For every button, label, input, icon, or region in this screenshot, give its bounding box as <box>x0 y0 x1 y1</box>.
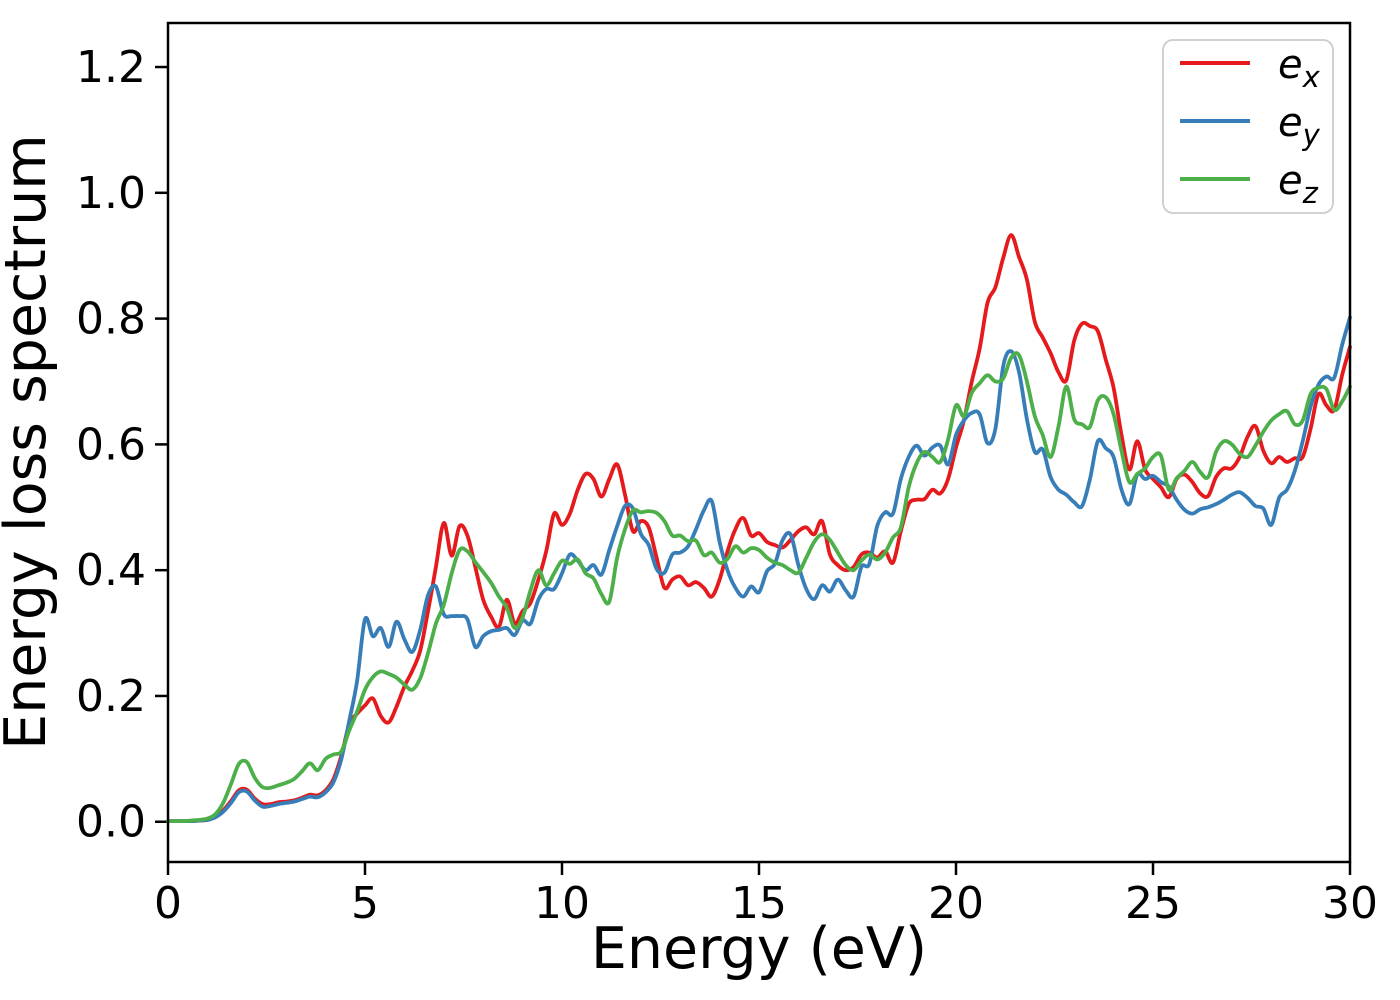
legend-label-ex: ex <box>1278 42 1321 94</box>
y-tick-label: 0.6 <box>76 419 146 470</box>
x-tick-label: 15 <box>731 878 787 929</box>
x-tick-label: 10 <box>534 878 590 929</box>
x-axis-label: Energy (eV) <box>591 916 927 982</box>
x-tick-label: 25 <box>1125 878 1181 929</box>
x-tick-label: 20 <box>928 878 984 929</box>
x-tick-label: 5 <box>351 878 379 929</box>
y-tick-label: 0.2 <box>76 671 146 722</box>
y-axis-ticks: 0.0 0.2 0.4 0.6 0.8 1.0 1.2 <box>76 42 168 848</box>
x-tick-label: 30 <box>1322 878 1378 929</box>
legend-item-ey: ey <box>1180 100 1321 152</box>
y-axis-label: Energy loss spectrum <box>0 134 59 750</box>
series-line-e_z <box>166 351 1352 824</box>
x-axis-ticks: 0 5 10 15 20 25 30 <box>154 862 1378 929</box>
plot-series <box>166 233 1352 824</box>
legend-label-ez: ez <box>1278 158 1319 210</box>
y-tick-label: 1.2 <box>76 42 146 93</box>
legend-label-ey: ey <box>1278 100 1321 152</box>
legend-box <box>1162 39 1334 214</box>
legend: ex ey ez <box>1162 39 1334 214</box>
series-line-e_y <box>166 315 1352 824</box>
legend-item-ex: ex <box>1180 42 1321 94</box>
axes-spines <box>166 21 1352 864</box>
series-line-e_x <box>166 233 1352 824</box>
legend-item-ez: ez <box>1180 158 1319 210</box>
y-tick-label: 0.4 <box>76 545 146 596</box>
y-tick-label: 0.8 <box>76 294 146 345</box>
y-tick-label: 1.0 <box>76 168 146 219</box>
x-tick-label: 0 <box>154 878 182 929</box>
y-tick-label: 0.0 <box>76 797 146 848</box>
plot-area <box>168 23 1350 862</box>
